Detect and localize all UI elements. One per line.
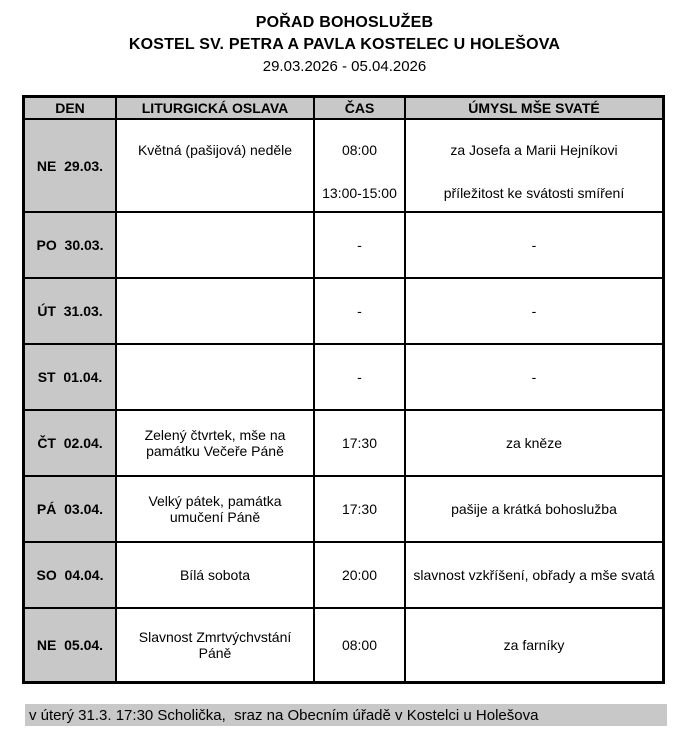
intention-cell: za farníky	[503, 637, 565, 653]
time-entry-2: 13:00-15:00	[322, 185, 397, 202]
time-cell: 20:00	[315, 543, 406, 607]
day-cell: NE 05.04.	[25, 609, 117, 681]
intention-cell: slavnost vzkříšení, obřady a mše svatá	[413, 567, 655, 583]
column-header-umysl: ÚMYSL MŠE SVATÉ	[406, 98, 662, 118]
day-cell: ÚT 31.03.	[25, 279, 117, 343]
celebration-text: Květná (pašijová) neděle	[137, 141, 293, 158]
intention-cell: za Josefa a Marii Hejníkovi příležitost …	[406, 120, 662, 211]
intention-cell: za kněze	[505, 435, 563, 451]
day-cell: NE 29.03.	[25, 120, 117, 211]
day-cell: PÁ 03.04.	[25, 477, 117, 541]
celebration-cell: Slavnost Zmrtvýchvstání Páně	[117, 609, 315, 681]
celebration-cell: Velký pátek, památka umučení Páně	[117, 477, 315, 541]
footer-note: v úterý 31.3. 17:30 Scholička, sraz na O…	[25, 704, 667, 726]
day-cell: ST 01.04.	[25, 345, 117, 409]
time-cell: -	[315, 279, 406, 343]
day-cell: PO 30.03.	[25, 213, 117, 277]
table-row: SO 04.04. Bílá sobota 20:00 slavnost vzk…	[25, 543, 662, 609]
time-entry-1: 08:00	[341, 141, 378, 158]
table-row: ST 01.04. - -	[25, 345, 662, 411]
time-cell: -	[315, 213, 406, 277]
celebration-cell: Zelený čtvrtek, mše na památku Večeře Pá…	[117, 411, 315, 475]
document-header: POŘAD BOHOSLUŽEB KOSTEL SV. PETRA A PAVL…	[0, 12, 689, 77]
intention-cell: pašije a krátká bohoslužba	[451, 501, 617, 517]
table-row: ÚT 31.03. - -	[25, 279, 662, 345]
page-title: POŘAD BOHOSLUŽEB	[255, 14, 434, 31]
intention-entry-2: příležitost ke svátosti smíření	[443, 185, 625, 202]
column-header-liturgicka-oslava: LITURGICKÁ OSLAVA	[117, 98, 315, 118]
time-cell: 17:30	[315, 411, 406, 475]
table-row: ČT 02.04. Zelený čtvrtek, mše na památku…	[25, 411, 662, 477]
day-cell: ČT 02.04.	[25, 411, 117, 475]
celebration-cell	[117, 345, 315, 409]
day-cell: SO 04.04.	[25, 543, 117, 607]
column-header-cas: ČAS	[315, 98, 406, 118]
header-row: DEN LITURGICKÁ OSLAVA ČAS ÚMYSL MŠE SVAT…	[25, 98, 662, 120]
table-row: PO 30.03. - -	[25, 213, 662, 279]
column-header-den: DEN	[25, 98, 117, 118]
intention-entry-1: za Josefa a Marii Hejníkovi	[450, 141, 618, 158]
church-name: KOSTEL SV. PETRA A PAVLA KOSTELEC U HOLE…	[128, 36, 561, 53]
table-row: NE 29.03. Květná (pašijová) neděle 08:00…	[25, 120, 662, 213]
date-range: 29.03.2026 - 05.04.2026	[262, 58, 427, 75]
table-row: PÁ 03.04. Velký pátek, památka umučení P…	[25, 477, 662, 543]
time-cell: 17:30	[315, 477, 406, 541]
intention-cell: -	[531, 237, 537, 253]
celebration-cell: Bílá sobota	[117, 543, 315, 607]
time-cell: 08:00	[315, 609, 406, 681]
celebration-cell	[117, 213, 315, 277]
time-cell: -	[315, 345, 406, 409]
celebration-cell	[117, 279, 315, 343]
table-row: NE 05.04. Slavnost Zmrtvýchvstání Páně 0…	[25, 609, 662, 681]
time-cell: 08:00 13:00-15:00	[315, 120, 406, 211]
intention-cell: -	[531, 369, 537, 385]
intention-cell: -	[531, 303, 537, 319]
schedule-table: DEN LITURGICKÁ OSLAVA ČAS ÚMYSL MŠE SVAT…	[22, 95, 665, 684]
celebration-cell: Květná (pašijová) neděle	[117, 120, 315, 211]
